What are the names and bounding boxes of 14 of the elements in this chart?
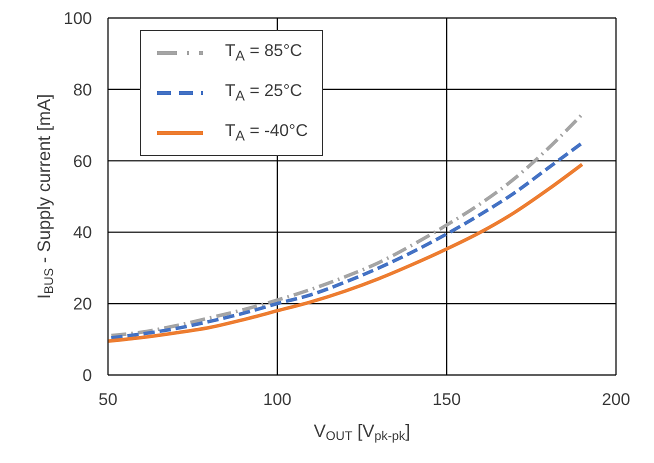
legend-label: T$_{A}$ = 85°C [225, 41, 302, 65]
x-tick-label: 200 [602, 390, 630, 410]
y-tick-label: 40 [73, 223, 92, 242]
y-tick-label: 0 [82, 366, 92, 386]
x-tick-label: 100 [263, 390, 292, 410]
y-tick-label: 60 [73, 152, 92, 171]
y-tick-label: 80 [73, 80, 92, 100]
legend-label: T$_{A}$ = -40°C [225, 121, 308, 145]
y-tick-label: 20 [73, 294, 92, 314]
x-tick-label: 150 [432, 390, 461, 410]
y-tick-label: 100 [64, 9, 92, 28]
x-tick-label: 50 [98, 390, 118, 410]
x-axis-title: V$_{OUT}$ [V$_{pk-pk}$] [314, 421, 410, 444]
legend-label: T$_{A}$ = 25°C [225, 81, 302, 105]
